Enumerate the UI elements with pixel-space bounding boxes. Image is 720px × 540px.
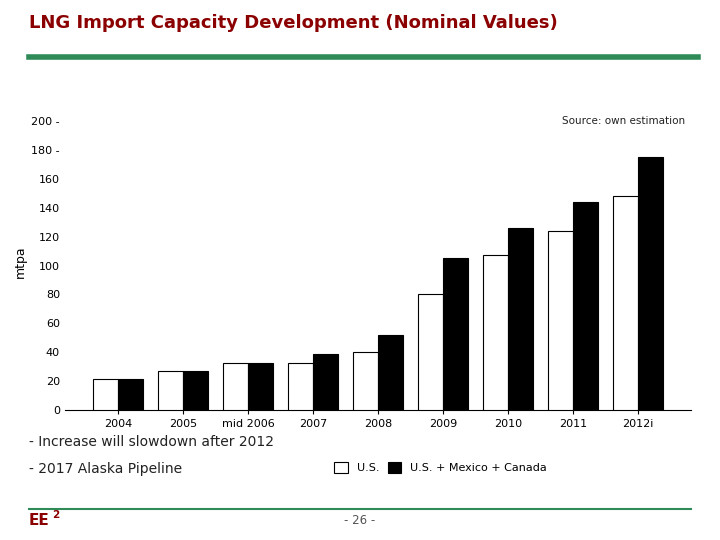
Bar	[378, 335, 402, 410]
Bar	[118, 379, 143, 410]
Text: 2: 2	[52, 510, 59, 520]
Bar	[638, 157, 662, 410]
Bar	[443, 258, 468, 410]
Bar	[549, 231, 573, 410]
Bar	[183, 372, 207, 410]
Bar	[573, 202, 598, 410]
Bar	[248, 362, 273, 410]
Bar	[508, 228, 533, 410]
Bar	[158, 372, 183, 410]
Text: LNG Import Capacity Development (Nominal Values): LNG Import Capacity Development (Nominal…	[29, 14, 557, 31]
Text: Source: own estimation: Source: own estimation	[562, 117, 685, 126]
Bar	[223, 362, 248, 410]
Bar	[418, 294, 443, 410]
Text: EE: EE	[29, 513, 50, 528]
Bar	[94, 379, 118, 410]
Legend: U.S., U.S. + Mexico + Canada: U.S., U.S. + Mexico + Canada	[330, 457, 552, 477]
Bar	[613, 196, 638, 410]
Text: - 26 -: - 26 -	[344, 514, 376, 527]
Text: - Increase will slowdown after 2012: - Increase will slowdown after 2012	[29, 435, 274, 449]
Bar	[354, 353, 378, 410]
Bar	[483, 255, 508, 410]
Bar	[288, 362, 313, 410]
Text: - 2017 Alaska Pipeline: - 2017 Alaska Pipeline	[29, 462, 182, 476]
Bar	[313, 354, 338, 410]
Y-axis label: mtpa: mtpa	[14, 246, 27, 278]
